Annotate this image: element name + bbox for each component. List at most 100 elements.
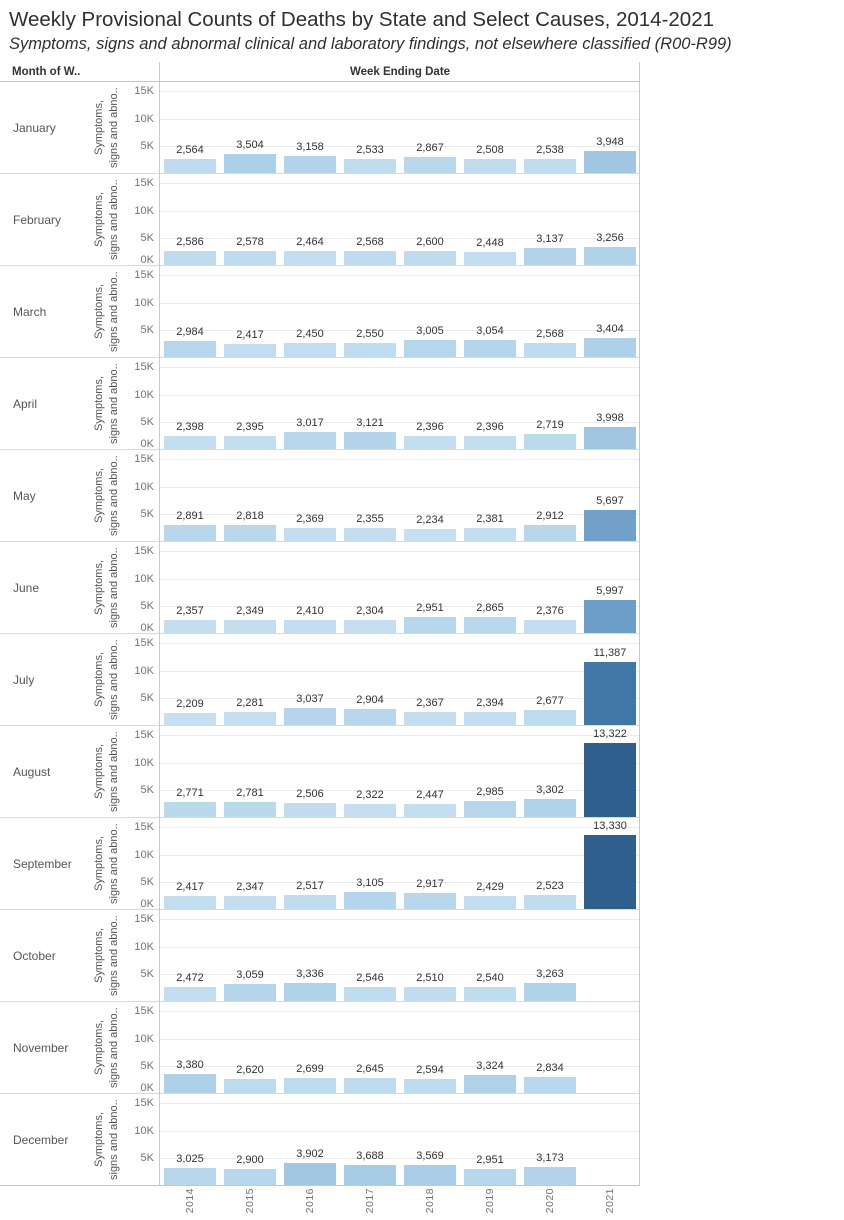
bar[interactable] xyxy=(404,250,456,265)
row-measure-label: Symptoms, signs and abno.. xyxy=(93,455,120,536)
bar[interactable] xyxy=(584,151,636,173)
bar[interactable] xyxy=(284,251,336,265)
bar[interactable] xyxy=(464,340,516,357)
bar[interactable] xyxy=(284,1078,336,1093)
bar[interactable] xyxy=(584,662,636,725)
bar[interactable] xyxy=(404,803,456,817)
bar[interactable] xyxy=(344,891,396,909)
bar[interactable] xyxy=(164,1074,216,1093)
bar[interactable] xyxy=(164,895,216,909)
bar[interactable] xyxy=(344,250,396,265)
bar[interactable] xyxy=(224,1169,276,1185)
bar[interactable] xyxy=(404,528,456,541)
bar[interactable] xyxy=(344,804,396,817)
bar[interactable] xyxy=(524,1167,576,1185)
bar[interactable] xyxy=(344,1078,396,1093)
bar[interactable] xyxy=(524,710,576,725)
bar[interactable] xyxy=(224,343,276,357)
bar[interactable] xyxy=(224,435,276,449)
bar[interactable] xyxy=(524,982,576,1001)
bar[interactable] xyxy=(584,247,636,265)
bar[interactable] xyxy=(584,338,636,357)
bar[interactable] xyxy=(224,250,276,265)
bar[interactable] xyxy=(584,426,636,449)
bar[interactable] xyxy=(464,986,516,1001)
bar[interactable] xyxy=(404,340,456,357)
bar[interactable] xyxy=(404,1165,456,1185)
bar[interactable] xyxy=(224,984,276,1001)
bar[interactable] xyxy=(224,896,276,909)
bar[interactable] xyxy=(464,617,516,633)
bar[interactable] xyxy=(224,153,276,173)
y-axis-tick: 5K xyxy=(140,324,154,337)
bar[interactable] xyxy=(284,432,336,449)
bar[interactable] xyxy=(464,435,516,449)
row-field-header: Month of W.. xyxy=(12,66,81,78)
bar[interactable] xyxy=(284,803,336,817)
bar[interactable] xyxy=(284,527,336,541)
month-label: October xyxy=(13,948,56,963)
bar[interactable] xyxy=(224,1078,276,1093)
bar[interactable] xyxy=(164,712,216,725)
bar[interactable] xyxy=(404,435,456,449)
bar[interactable] xyxy=(584,835,636,909)
bar[interactable] xyxy=(464,159,516,173)
bar[interactable] xyxy=(584,509,636,541)
bar[interactable] xyxy=(524,1077,576,1093)
bar[interactable] xyxy=(524,524,576,541)
bar[interactable] xyxy=(164,158,216,173)
bar[interactable] xyxy=(344,708,396,725)
bar[interactable] xyxy=(464,800,516,817)
bar[interactable] xyxy=(524,434,576,449)
bar[interactable] xyxy=(284,708,336,725)
bar[interactable] xyxy=(404,711,456,725)
y-axis-tick: 5K xyxy=(140,1060,154,1073)
bar[interactable] xyxy=(224,801,276,817)
bar[interactable] xyxy=(464,527,516,541)
bar[interactable] xyxy=(284,155,336,173)
bar[interactable] xyxy=(164,340,216,357)
bar[interactable] xyxy=(344,1164,396,1185)
bar[interactable] xyxy=(344,342,396,357)
bar[interactable] xyxy=(224,620,276,633)
bar[interactable] xyxy=(464,251,516,265)
bar[interactable] xyxy=(224,712,276,725)
bar[interactable] xyxy=(524,342,576,357)
bar-value-label: 2,429 xyxy=(476,880,504,893)
bar[interactable] xyxy=(344,528,396,541)
bar[interactable] xyxy=(524,247,576,265)
bar[interactable] xyxy=(164,987,216,1001)
bar[interactable] xyxy=(344,159,396,173)
bar[interactable] xyxy=(584,599,636,633)
bar[interactable] xyxy=(164,525,216,541)
bar[interactable] xyxy=(464,1168,516,1185)
bar[interactable] xyxy=(224,525,276,541)
bar[interactable] xyxy=(524,619,576,633)
bar[interactable] xyxy=(524,159,576,173)
bar[interactable] xyxy=(464,895,516,909)
bar[interactable] xyxy=(404,1078,456,1093)
month-panel-row: June Symptoms, signs and abno.. 15K 10K 5K 0K… xyxy=(0,542,640,634)
bar[interactable] xyxy=(344,986,396,1001)
bar[interactable] xyxy=(524,895,576,909)
bar[interactable] xyxy=(524,798,576,817)
bar[interactable] xyxy=(404,616,456,633)
bar[interactable] xyxy=(284,982,336,1001)
bar[interactable] xyxy=(164,620,216,633)
bar[interactable] xyxy=(164,1168,216,1185)
bar[interactable] xyxy=(284,1163,336,1185)
bar[interactable] xyxy=(164,435,216,449)
bar[interactable] xyxy=(284,343,336,357)
bar[interactable] xyxy=(344,431,396,449)
bar[interactable] xyxy=(464,1074,516,1093)
bar[interactable] xyxy=(284,895,336,909)
bar[interactable] xyxy=(284,619,336,633)
bar[interactable] xyxy=(164,250,216,265)
bar[interactable] xyxy=(404,157,456,173)
bar[interactable] xyxy=(464,711,516,725)
bar[interactable] xyxy=(344,620,396,633)
bar[interactable] xyxy=(164,801,216,817)
bar[interactable] xyxy=(404,987,456,1001)
bar[interactable] xyxy=(584,743,636,817)
bar[interactable] xyxy=(404,892,456,909)
